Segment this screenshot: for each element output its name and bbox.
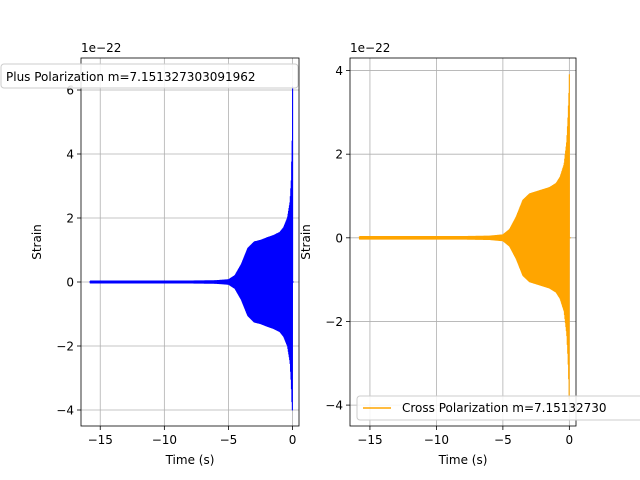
- plot-cross-x-axis-label: Time (s): [438, 453, 488, 467]
- y-tick-label: 6: [66, 84, 74, 98]
- plot-plus-x-axis-label: Time (s): [165, 453, 215, 467]
- strain-series-line: [358, 74, 571, 400]
- plot-plus-legend-box: [0, 63, 299, 89]
- y-tick-label: 2: [66, 212, 74, 226]
- x-tick-label: −15: [88, 433, 113, 447]
- y-tick-label: 4: [335, 64, 343, 78]
- plot-cross-offset-text: 1e−22: [350, 41, 390, 55]
- plot-plus-legend-label: Plus Polarization m=7.151327303091962: [6, 70, 256, 84]
- plot-plus-legend: Plus Polarization m=7.151327303091962: [0, 63, 299, 89]
- plot-plus-axes-frame: [80, 57, 300, 427]
- plot-plus-offset-text: 1e−22: [81, 41, 121, 55]
- plot-cross-polarization: −15 −10 −5 0 −4 −2 0 2 4 1e−22 Time (s) Strain C…: [299, 41, 640, 467]
- strain-series-line: [89, 86, 294, 411]
- plot-cross-legend-box: [356, 395, 640, 421]
- y-tick-label: 4: [66, 148, 74, 162]
- x-tick-label: 0: [289, 433, 297, 447]
- plot-cross-legend-label: Cross Polarization m=7.15132730: [402, 401, 607, 415]
- plot-cross-axes-frame: [349, 57, 577, 427]
- x-tick-label: −5: [494, 433, 512, 447]
- plot-cross-series: [358, 74, 571, 400]
- y-tick-label: −4: [56, 404, 74, 418]
- y-tick-label: 2: [335, 148, 343, 162]
- y-tick-label: −2: [325, 315, 343, 329]
- plot-plus-y-axis-label: Strain: [30, 224, 44, 260]
- x-tick-label: −5: [220, 433, 238, 447]
- x-tick-label: −10: [152, 433, 177, 447]
- plot-cross-ticks: −15 −10 −5 0 −4 −2 0 2 4: [325, 64, 573, 447]
- y-tick-label: −4: [325, 399, 343, 413]
- x-tick-label: −15: [357, 433, 382, 447]
- y-tick-label: 0: [335, 231, 343, 245]
- plot-plus-ticks: −15 −10 −5 0 −4 −2 0 2 4 6: [56, 84, 296, 448]
- plot-plus-series: [89, 86, 294, 411]
- x-tick-label: −10: [424, 433, 449, 447]
- x-tick-label: 0: [566, 433, 574, 447]
- y-tick-label: 0: [66, 276, 74, 290]
- plot-cross-legend: Cross Polarization m=7.15132730: [356, 395, 640, 421]
- y-tick-label: −2: [56, 340, 74, 354]
- plot-cross-y-axis-label: Strain: [299, 224, 313, 260]
